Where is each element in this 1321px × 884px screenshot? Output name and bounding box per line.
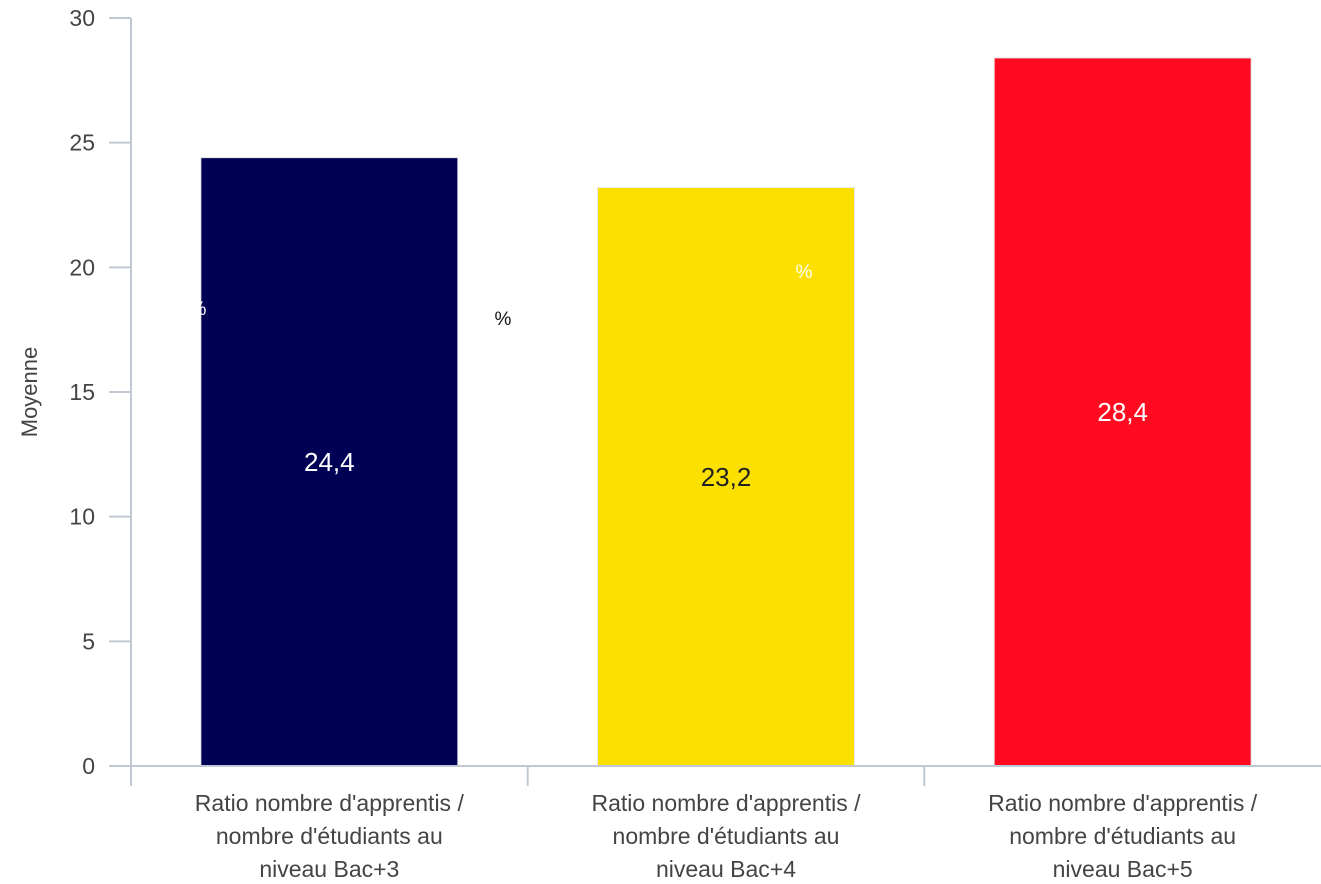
- y-tick-label: 25: [69, 130, 95, 156]
- x-category-label: niveau Bac+5: [1053, 856, 1193, 882]
- bar-value-label: 28,4: [1097, 397, 1148, 427]
- bars: 24,4 23,2 28,4: [200, 57, 1252, 767]
- y-tick-label: 30: [69, 5, 95, 31]
- bar: [993, 57, 1252, 767]
- y-tick-label: 5: [82, 628, 95, 654]
- y-tick-label: 0: [82, 753, 95, 779]
- annotations: %%%: [190, 262, 813, 330]
- bar-value-label: 24,4: [304, 447, 355, 477]
- bar: [597, 187, 855, 767]
- y-axis: 0 5 10 15 20 25 30: [69, 5, 132, 786]
- x-category-label: niveau Bac+4: [656, 856, 796, 882]
- x-category-label: Ratio nombre d'apprentis /: [591, 790, 861, 816]
- y-tick-label: 20: [69, 254, 95, 280]
- y-tick-label: 15: [69, 379, 95, 405]
- percent-annotation: %: [796, 262, 813, 283]
- x-category-label: nombre d'étudiants au: [216, 823, 443, 849]
- bar: [200, 157, 459, 767]
- x-category-label: Ratio nombre d'apprentis /: [988, 790, 1258, 816]
- percent-annotation: %: [495, 309, 512, 330]
- x-category-label: nombre d'étudiants au: [613, 823, 840, 849]
- y-tick-label: 10: [69, 504, 95, 530]
- percent-annotation: %: [190, 299, 207, 320]
- bar-value-label: 23,2: [701, 462, 752, 492]
- y-axis-title: Moyenne: [17, 347, 42, 438]
- x-category-label: Ratio nombre d'apprentis /: [195, 790, 465, 816]
- x-category-label: niveau Bac+3: [259, 856, 399, 882]
- x-axis: Ratio nombre d'apprentis / nombre d'étudi…: [131, 765, 1321, 882]
- x-category-label: nombre d'étudiants au: [1009, 823, 1236, 849]
